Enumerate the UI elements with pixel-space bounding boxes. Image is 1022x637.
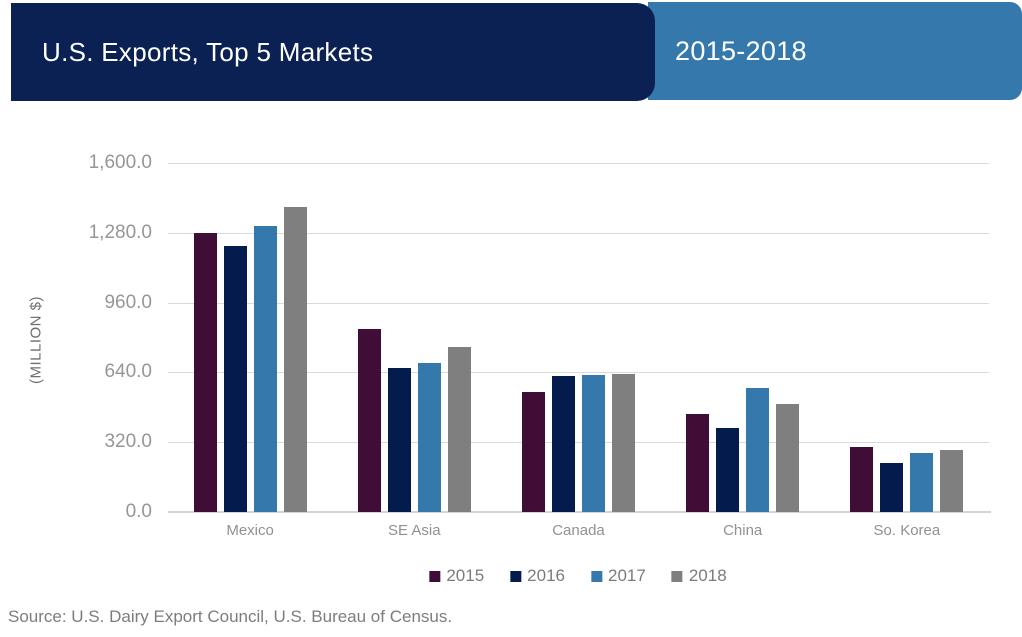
legend-item-2016: 2016 xyxy=(510,566,565,586)
legend-swatch-2017 xyxy=(591,570,602,582)
bar-2016-china xyxy=(716,428,740,512)
bar-2015-canada xyxy=(522,392,545,512)
bar-2018-so-korea xyxy=(940,450,964,512)
bar-2018-china xyxy=(776,403,800,512)
legend-label-2015: 2015 xyxy=(446,566,485,585)
bar-2016-so-korea xyxy=(880,462,904,512)
bar-2015-china xyxy=(686,414,710,512)
x-axis-line xyxy=(168,511,991,513)
bar-2017-china xyxy=(746,388,770,512)
legend-swatch-2018 xyxy=(671,570,683,582)
y-gridline xyxy=(168,232,989,234)
category-label-se-asia: SE Asia xyxy=(388,522,441,539)
bar-2015-so-korea xyxy=(850,446,874,512)
legend-swatch-2015 xyxy=(429,570,441,582)
bar-2017-canada xyxy=(582,375,605,512)
chart-legend: 2015 2016 2017 2018 xyxy=(429,566,727,586)
y-gridline xyxy=(168,302,989,304)
legend-label-2017: 2017 xyxy=(608,566,646,585)
bar-2018-se-asia xyxy=(447,346,471,512)
y-gridline xyxy=(168,442,989,444)
header-period-band: 2015-2018 xyxy=(648,2,1022,100)
y-tick-label: 0.0 xyxy=(125,501,152,522)
bar-2017-so-korea xyxy=(910,453,934,512)
bar-2016-canada xyxy=(552,376,575,512)
header-title-box: U.S. Exports, Top 5 Markets xyxy=(11,3,655,101)
category-label-china: China xyxy=(723,522,763,539)
legend-label-2018: 2018 xyxy=(688,566,727,585)
y-gridline xyxy=(168,163,989,164)
bar-2018-canada xyxy=(612,374,635,512)
y-gridline xyxy=(168,372,989,374)
legend-label-2016: 2016 xyxy=(527,566,565,585)
y-tick-label: 320.0 xyxy=(104,431,152,453)
legend-swatch-2016 xyxy=(510,570,522,582)
legend-item-2015: 2015 xyxy=(429,566,484,586)
bar-2018-mexico xyxy=(283,206,307,512)
category-label-mexico: Mexico xyxy=(226,522,274,539)
y-tick-label: 1,280.0 xyxy=(88,221,152,243)
category-label-so-korea: So. Korea xyxy=(873,522,941,539)
header-period-text: 2015-2018 xyxy=(675,35,807,66)
y-axis-title: (MILLION $) xyxy=(27,295,45,385)
y-tick-label: 640.0 xyxy=(104,361,152,383)
bar-2017-mexico xyxy=(253,226,277,512)
y-tick-label: 960.0 xyxy=(104,291,152,313)
legend-item-2017: 2017 xyxy=(591,566,646,586)
y-tick-label: 1,600.0 xyxy=(88,152,152,173)
category-label-canada: Canada xyxy=(552,522,605,539)
bar-2016-se-asia xyxy=(387,368,411,512)
legend-item-2018: 2018 xyxy=(671,566,727,586)
bar-2016-mexico xyxy=(223,245,247,512)
bar-2015-mexico xyxy=(193,232,217,512)
source-note: Source: U.S. Dairy Export Council, U.S. … xyxy=(8,607,453,626)
page-title: U.S. Exports, Top 5 Markets xyxy=(42,36,374,67)
bar-2017-se-asia xyxy=(417,362,441,512)
bar-2015-se-asia xyxy=(357,328,381,512)
